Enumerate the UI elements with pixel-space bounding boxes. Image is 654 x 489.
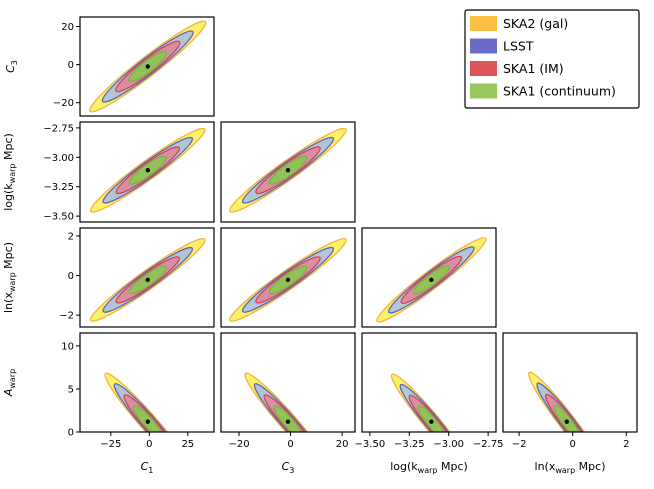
x-tick-label: −3.25 [394, 439, 425, 450]
panel-frame [79, 121, 215, 223]
y-tick-label: 2 [68, 231, 74, 242]
panel-contours-3-2 [390, 373, 472, 432]
y-tick-label: 10 [61, 341, 74, 352]
fiducial-point [285, 277, 291, 283]
legend-swatch [470, 16, 497, 31]
x-tick-label: 0 [569, 439, 575, 450]
y-axis-label: Awarp [2, 369, 17, 397]
legend-swatch [470, 38, 497, 54]
panel-frame [79, 332, 215, 433]
legend-swatch [470, 83, 497, 99]
panel-contours-2-0 [89, 237, 206, 322]
y-tick-label: 5 [68, 384, 74, 395]
x-tick-label: −25 [100, 439, 121, 450]
panel-contours-3-0 [104, 372, 192, 432]
y-tick-label: −3.50 [43, 212, 74, 223]
x-tick-label: −3.50 [355, 439, 386, 450]
fiducial-point [429, 419, 434, 424]
legend-entry: SKA1 (IM) [503, 61, 564, 76]
y-axis-label: log(kwarp Mpc) [2, 133, 17, 211]
x-tick-label: −2 [512, 439, 527, 450]
panel-contours-2-1 [229, 237, 347, 322]
panel-contours-3-3 [528, 371, 606, 432]
panel-frame [502, 332, 638, 433]
fiducial-point [429, 277, 434, 283]
fiducial-point [285, 168, 291, 173]
y-tick-label: 0 [68, 60, 74, 71]
legend-entry: SKA1 (continuum) [503, 84, 616, 99]
x-tick-label: 0 [287, 439, 293, 450]
x-tick-label: 25 [181, 439, 194, 450]
panel-contours-1-1 [229, 127, 347, 213]
panel-frame [220, 332, 356, 433]
y-axis-label: ln(xwarp Mpc) [2, 242, 17, 313]
x-axis-label: C1 [141, 460, 154, 475]
fiducial-point [145, 419, 150, 424]
x-tick-label: 20 [336, 439, 349, 450]
fiducial-point [145, 64, 150, 69]
x-tick-label: 0 [146, 439, 152, 450]
y-tick-label: −3.25 [43, 182, 74, 193]
panel-contours-1-0 [89, 127, 206, 213]
x-axis-label: log(kwarp Mpc) [390, 460, 468, 475]
fiducial-point [564, 419, 569, 424]
y-tick-label: −3.00 [43, 153, 74, 164]
panel-frame [220, 227, 356, 328]
fiducial-point [145, 168, 150, 173]
x-tick-label: −2.75 [473, 439, 504, 450]
panel-contours-2-2 [376, 237, 487, 323]
fiducial-point [285, 419, 291, 424]
y-tick-label: 0 [68, 271, 74, 282]
y-tick-label: 0 [68, 428, 74, 439]
legend-swatch [470, 61, 497, 76]
panel-contours-0-0 [89, 20, 207, 113]
panel-frame [361, 332, 497, 433]
panel-frame [220, 121, 356, 223]
panel-contours-3-1 [244, 372, 332, 432]
y-axis-label: C3 [4, 60, 19, 73]
y-tick-label: −20 [53, 98, 74, 109]
y-tick-label: −2 [59, 311, 74, 322]
legend-entry: LSST [503, 39, 534, 54]
x-tick-label: −3.00 [433, 439, 464, 450]
legend: SKA2 (gal) LSST SKA1 (IM) SKA1 (continuum) [464, 9, 640, 109]
contour-layer [89, 20, 606, 432]
panel-frame [79, 16, 215, 117]
y-tick-label: −2.75 [43, 123, 74, 134]
x-axis-label: ln(xwarp Mpc) [535, 460, 606, 475]
fiducial-point [145, 277, 150, 283]
x-axis-label: C3 [282, 460, 295, 475]
y-tick-label: 20 [61, 22, 74, 33]
x-tick-label: −20 [228, 439, 249, 450]
panel-frame [361, 227, 497, 328]
legend-entry: SKA2 (gal) [503, 16, 568, 31]
x-tick-label: 2 [623, 439, 629, 450]
panel-frame [79, 227, 215, 328]
legend-box [464, 9, 640, 109]
